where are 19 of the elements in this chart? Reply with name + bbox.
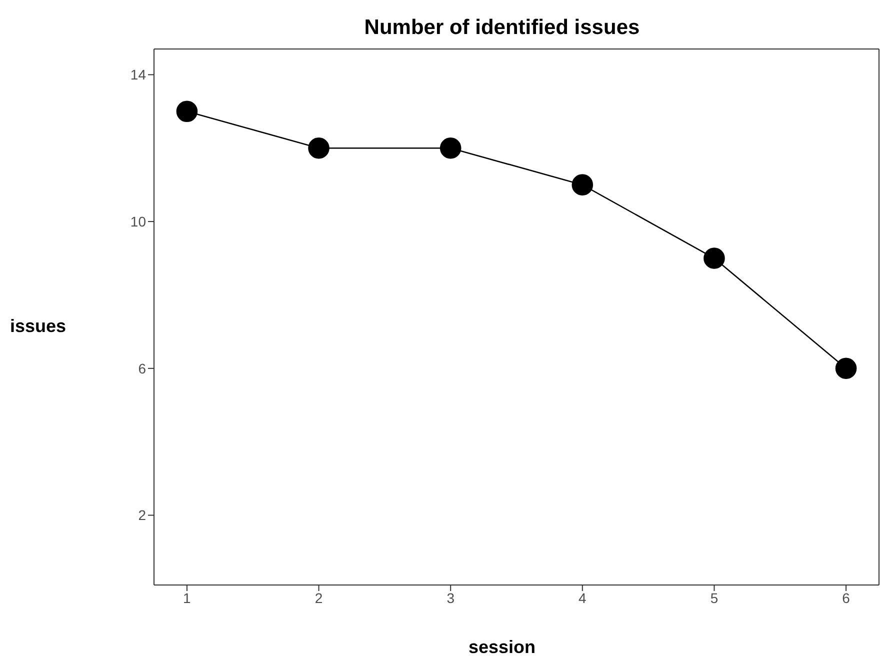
point [440, 137, 462, 159]
x-tick-label: 3 [446, 590, 455, 606]
point [835, 358, 857, 380]
point [176, 100, 198, 122]
x-tick-label: 4 [578, 590, 587, 606]
y-tick-label: 14 [130, 66, 146, 83]
y-tick-label: 10 [130, 214, 146, 230]
y-tick-label: 6 [138, 360, 146, 376]
x-tick-label: 5 [710, 590, 718, 606]
x-tick-label: 1 [183, 590, 192, 606]
x-tick-label: 6 [842, 590, 850, 606]
point [572, 174, 594, 196]
x-axis-title: session [467, 637, 537, 658]
point [308, 137, 330, 159]
y-axis-title: issues [10, 316, 66, 337]
point [704, 248, 725, 269]
y-tick-label: 2 [138, 507, 146, 524]
chart-title: Number of identified issues [363, 16, 641, 40]
x-tick-label: 2 [314, 590, 323, 606]
